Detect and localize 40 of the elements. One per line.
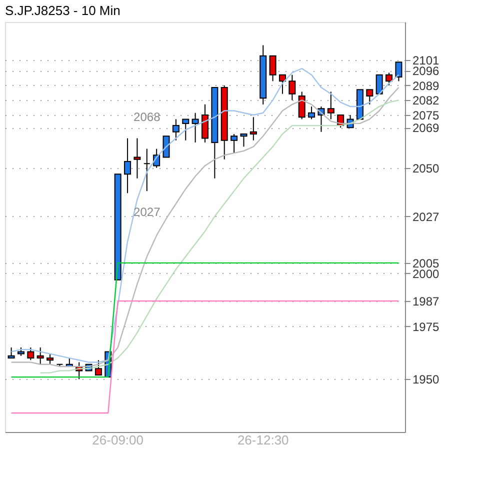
candlestick — [376, 74, 383, 94]
annotation: 2027 — [134, 205, 161, 219]
candlestick — [278, 74, 286, 94]
candlestick — [386, 72, 393, 86]
candlestick — [240, 134, 248, 148]
candlestick — [366, 89, 374, 105]
y-tick-label: 2075 — [412, 108, 440, 122]
candlestick — [298, 91, 306, 120]
candlestick — [8, 346, 15, 359]
x-tick-label: 26-12:30 — [237, 432, 289, 448]
annotation: 2068 — [134, 110, 161, 124]
candlestick — [308, 106, 316, 120]
candlestick — [192, 112, 199, 143]
candlestick — [172, 118, 180, 141]
y-tick-label: 2089 — [412, 78, 440, 93]
candlestick — [202, 104, 208, 143]
candlestick — [124, 138, 132, 194]
candlestick — [36, 346, 44, 365]
candlestick — [395, 62, 402, 82]
y-tick-label: 2082 — [412, 94, 440, 108]
candlestick — [269, 55, 276, 82]
candlestick — [230, 134, 238, 154]
y-tick-label: 2050 — [412, 161, 440, 176]
y-tick-label: 1975 — [412, 320, 440, 334]
candlestick — [94, 360, 102, 376]
candlestick — [327, 91, 334, 120]
candlestick — [27, 346, 34, 361]
x-tick-label: 26-09:00 — [92, 432, 144, 448]
y-tick-label: 2027 — [412, 210, 440, 224]
chart-title: S.JP.J8253 - 10 Min — [5, 3, 120, 18]
candlestick — [143, 148, 150, 192]
candlestick — [288, 74, 296, 101]
candlestick — [162, 136, 170, 158]
candlestick — [182, 118, 190, 141]
candlestick — [250, 116, 257, 141]
y-tick-label: 2069 — [412, 121, 440, 136]
candlestick — [46, 353, 54, 365]
y-tick-label: 1987 — [412, 294, 440, 308]
candlestick — [134, 138, 141, 179]
y-tick-label: 1950 — [412, 372, 440, 387]
